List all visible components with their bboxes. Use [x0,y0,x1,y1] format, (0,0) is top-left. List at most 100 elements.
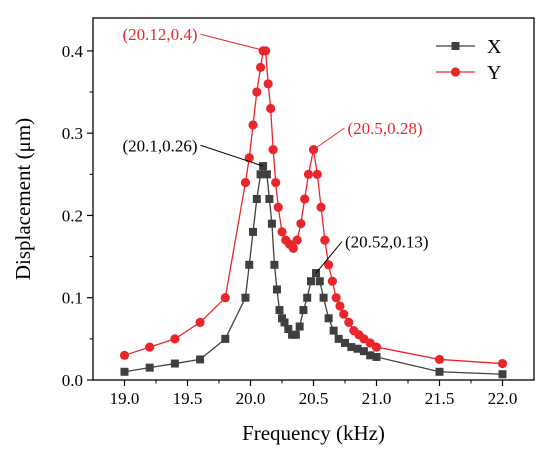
data-point [196,355,205,364]
legend-entry-Y: Y [436,62,501,84]
data-point [347,343,356,352]
data-point [339,309,349,319]
data-point [244,153,254,163]
data-point [296,219,306,229]
legend-marker [451,42,460,50]
data-point [268,145,278,155]
data-point [252,195,261,203]
annotation-leader [200,33,266,52]
data-point [277,227,287,237]
data-point [278,314,286,323]
data-point [270,260,279,269]
data-point [275,306,284,315]
data-point [255,62,266,72]
data-point [434,354,445,365]
data-point [334,334,343,343]
data-point [271,177,281,188]
series-line [124,50,503,365]
data-point [299,306,308,315]
annotation: (20.1,0.26) [123,136,264,167]
data-point [261,46,271,56]
data-point [240,177,251,188]
annotation-leader [315,241,343,274]
data-point [303,169,314,179]
annotation: (20.5,0.28) [313,119,423,151]
data-point [273,202,283,212]
data-point [263,79,273,89]
data-point [371,342,382,352]
data-point [119,350,130,360]
x-tick-label: 20.5 [299,389,329,408]
data-point [267,219,276,228]
data-point [241,293,250,302]
x-tick-label: 22.0 [488,389,518,408]
y-tick-label: 0.4 [62,42,84,61]
annotation-label: (20.5,0.28) [348,119,423,138]
data-point [316,202,326,212]
data-point [315,277,324,286]
legend-label: Y [487,62,501,84]
annotation-label: (20.1,0.26) [123,136,198,155]
ticks-layer: 19.0 19.5 20.0 20.5 21.0 21.5 22.0 0.0 0.1 0.2 0.3… [62,42,518,408]
data-point [498,370,507,379]
data-point [266,103,276,114]
data-point [372,352,381,361]
data-point [435,367,444,376]
series-X [120,162,507,379]
data-point [170,359,179,368]
data-point [145,363,154,372]
data-point [327,276,337,286]
data-point [262,170,271,179]
data-point [292,235,302,245]
data-point [245,260,254,269]
data-point [335,301,345,311]
y-tick-label: 0.0 [62,371,83,390]
data-point [324,260,334,270]
data-point [291,330,300,339]
y-tick-label: 0.2 [62,206,83,225]
annotation-leader [200,144,264,167]
data-point [320,235,330,245]
x-tick-label: 19.0 [110,389,140,408]
data-point [252,87,262,97]
data-point [272,285,281,294]
data-point [170,334,180,344]
data-point [280,318,289,327]
data-point [256,170,265,179]
legend-marker [450,67,461,77]
plot-layer [119,46,508,379]
data-point [295,322,304,331]
data-point [221,334,230,343]
data-point [195,317,205,328]
data-point [324,314,333,323]
data-point [284,324,293,333]
y-tick-label: 0.1 [62,289,83,308]
annotation-leader [313,127,345,151]
data-point [319,293,328,302]
annotation: (20.12,0.4) [123,25,266,52]
annotation-label: (20.12,0.4) [123,25,198,44]
data-point [249,227,258,236]
data-point [497,358,508,369]
data-point [145,342,155,352]
data-point [331,293,341,303]
legend-entry-X: X [436,36,502,58]
data-point [359,347,368,356]
annotations: (20.12,0.4) (20.5,0.28) (20.1,0.26) (20.52,… [123,25,429,274]
annotation: (20.52,0.13) [315,233,429,274]
x-tick-label: 20.0 [236,389,266,408]
y-axis-label: Displacement (μm) [11,118,35,280]
annotation-label: (20.52,0.13) [345,233,429,252]
data-point [300,194,310,204]
data-point [312,169,322,179]
legend-label: X [487,36,502,58]
data-point [329,326,338,335]
series-Y [119,46,508,369]
x-tick-label: 21.0 [362,389,392,408]
data-point [220,293,230,303]
data-point [366,351,375,360]
x-tick-label: 19.5 [173,389,203,408]
data-point [353,344,362,353]
data-point [248,120,258,130]
